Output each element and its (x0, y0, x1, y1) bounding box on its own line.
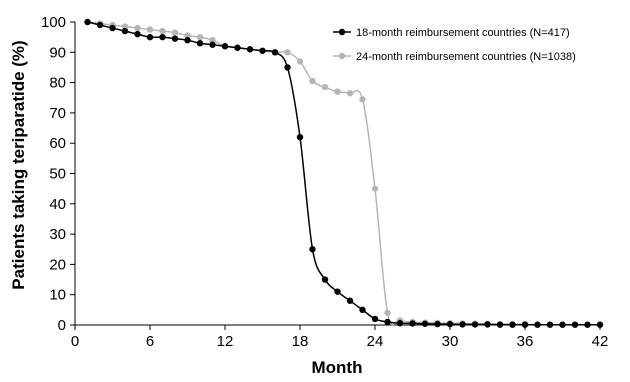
legend-label: 24-month reimbursement countries (N=1038… (356, 51, 576, 63)
data-point (496, 321, 504, 328)
x-tick-label: 6 (146, 333, 154, 350)
y-tick-label: 30 (49, 226, 66, 243)
y-tick-label: 10 (49, 287, 66, 304)
data-point (546, 321, 554, 328)
data-point (396, 319, 404, 327)
data-point (309, 246, 316, 253)
data-point (559, 321, 566, 328)
data-point (309, 77, 316, 85)
data-point (371, 315, 379, 323)
y-tick-label: 90 (49, 44, 66, 61)
data-point (296, 133, 304, 141)
data-point (384, 318, 391, 326)
data-point (134, 30, 141, 38)
y-axis-title: Patients taking teriparatide (%) (9, 40, 28, 289)
data-point (259, 47, 266, 54)
data-point (146, 33, 154, 41)
legend-item: 24-month reimbursement countries (N=1038… (333, 51, 576, 63)
data-point (321, 83, 329, 91)
data-point (209, 36, 216, 44)
data-point (334, 88, 341, 95)
data-point (171, 29, 179, 36)
series-layer (84, 18, 604, 328)
data-point (246, 46, 254, 53)
y-tick-label: 80 (49, 75, 66, 92)
series-1 (84, 18, 529, 328)
y-tick-label: 40 (49, 196, 66, 213)
data-point (334, 288, 341, 295)
data-point (121, 23, 129, 30)
x-tick-label: 42 (592, 333, 609, 350)
data-point (121, 27, 129, 35)
data-point (134, 24, 141, 32)
series-0 (84, 18, 604, 328)
y-tick-label: 20 (49, 256, 66, 273)
x-tick-label: 18 (292, 333, 309, 350)
data-point (196, 40, 204, 47)
data-point (346, 297, 354, 304)
series-line (87, 21, 525, 326)
data-point (584, 321, 591, 328)
y-tick-label: 0 (58, 317, 66, 334)
data-point (409, 320, 416, 327)
data-point (421, 320, 429, 327)
data-point (571, 321, 579, 328)
x-tick-label: 0 (71, 333, 79, 350)
y-tick-label: 70 (49, 105, 66, 122)
data-point (484, 321, 491, 328)
data-point (184, 32, 191, 39)
x-tick-label: 12 (217, 333, 234, 350)
data-point (284, 49, 291, 56)
y-tick-label: 100 (41, 14, 66, 31)
data-point (209, 41, 216, 48)
x-tick-label: 30 (442, 333, 459, 350)
data-point (434, 320, 441, 328)
data-point (146, 26, 154, 33)
data-point (96, 21, 104, 29)
legend: 18-month reimbursement countries (N=417)… (333, 27, 576, 63)
data-point (284, 64, 291, 71)
x-tick-label: 24 (367, 333, 384, 350)
data-point (534, 321, 541, 328)
y-tick-label: 60 (49, 135, 66, 152)
data-point (509, 321, 516, 328)
data-point (296, 58, 304, 65)
data-point (184, 36, 191, 44)
series-line (87, 21, 600, 326)
data-point (159, 33, 166, 41)
data-point (84, 18, 91, 26)
data-point (446, 320, 454, 328)
legend-marker (338, 52, 346, 60)
data-point (159, 27, 166, 35)
legend-item: 18-month reimbursement countries (N=417) (333, 27, 570, 39)
data-point (471, 321, 479, 328)
data-point (384, 309, 391, 317)
data-point (371, 185, 379, 192)
data-point (596, 321, 604, 328)
data-point (234, 44, 241, 51)
legend-marker (338, 28, 346, 36)
data-point (321, 276, 329, 283)
data-point (271, 49, 279, 56)
y-tick-label: 50 (49, 166, 66, 183)
data-point (109, 24, 116, 32)
data-point (359, 96, 366, 103)
data-point (359, 306, 366, 314)
x-axis-title: Month (312, 358, 363, 377)
legend-label: 18-month reimbursement countries (N=417) (356, 27, 570, 39)
x-tick-label: 36 (517, 333, 534, 350)
data-point (196, 33, 204, 41)
data-point (346, 90, 354, 97)
data-point (521, 321, 529, 328)
data-point (171, 35, 179, 42)
axes: 0 10 20 30 40 50 60 70 80 90 100 0 6 12 18 24 30 36 42 (41, 14, 608, 350)
data-point (459, 321, 466, 328)
data-point (221, 43, 229, 50)
